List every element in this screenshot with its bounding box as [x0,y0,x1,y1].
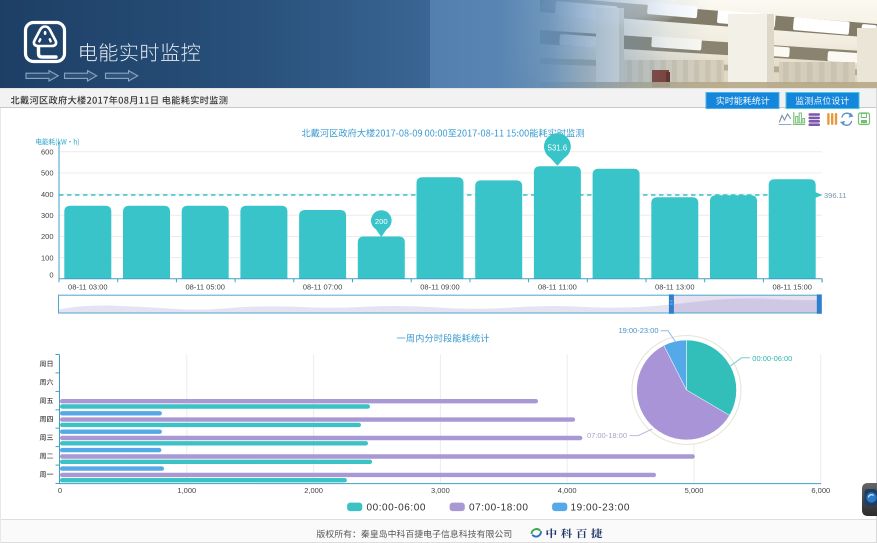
svg-text:08-11 07:00: 08-11 07:00 [303,282,342,291]
svg-text:1,000: 1,000 [177,486,196,495]
svg-text:07:00-18:00: 07:00-18:00 [469,503,528,514]
svg-text:19:00-23:00: 19:00-23:00 [618,326,658,335]
svg-text:00:00-06:00: 00:00-06:00 [367,503,426,514]
svg-text:3,000: 3,000 [431,486,450,495]
svg-text:00:00-06:00: 00:00-06:00 [752,354,792,363]
svg-text:200: 200 [41,232,54,241]
svg-text:4,000: 4,000 [558,486,577,495]
svg-text:08-11 05:00: 08-11 05:00 [185,282,224,291]
svg-text:531.6: 531.6 [548,143,568,152]
svg-text:08-11 11:00: 08-11 11:00 [538,282,577,291]
svg-text:100: 100 [41,253,54,262]
svg-text:08-11 13:00: 08-11 13:00 [655,282,694,291]
svg-text:200: 200 [375,217,388,226]
svg-text:6,000: 6,000 [811,486,830,495]
svg-text:600: 600 [41,148,54,157]
svg-text:5,000: 5,000 [685,486,704,495]
svg-text:0: 0 [58,486,62,495]
svg-text:300: 300 [41,211,54,220]
svg-text:0: 0 [49,270,53,279]
svg-text:2,000: 2,000 [304,486,323,495]
svg-text:400: 400 [41,190,54,199]
svg-text:500: 500 [41,169,54,178]
svg-text:08-11 03:00: 08-11 03:00 [68,282,107,291]
svg-text:396.11: 396.11 [824,191,846,200]
svg-text:07:00-18:00: 07:00-18:00 [587,431,627,440]
svg-text:08-11 15:00: 08-11 15:00 [772,282,811,291]
svg-text:08-11 09:00: 08-11 09:00 [420,282,459,291]
svg-text:19:00-23:00: 19:00-23:00 [571,503,630,514]
